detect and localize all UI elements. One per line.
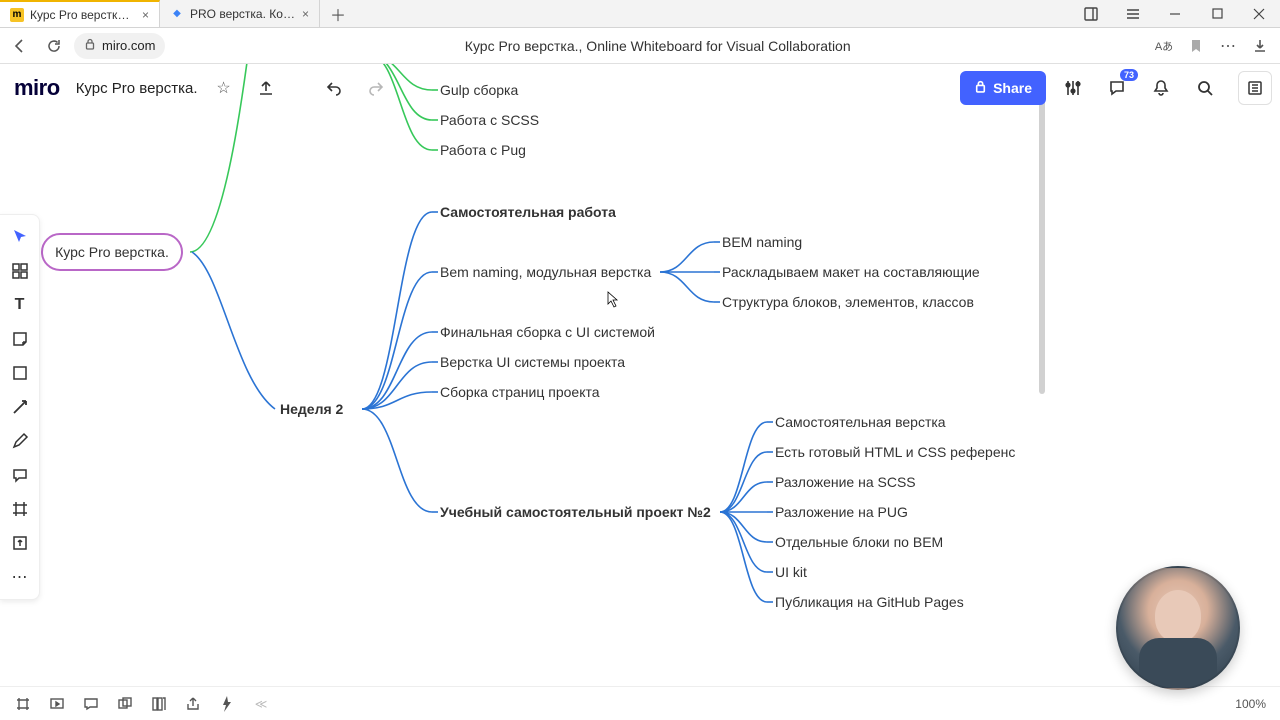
close-icon[interactable]: × [142, 8, 149, 22]
star-icon[interactable]: ☆ [208, 72, 240, 104]
page-title: Курс Pro верстка., Online Whiteboard for… [171, 38, 1144, 54]
mindmap-node[interactable]: Разложение на SCSS [775, 474, 916, 490]
mindmap-node[interactable]: Bem naming, модульная верстка [440, 264, 651, 280]
tab-title: PRO верстка. Командная р [190, 7, 296, 21]
left-toolbar: T ⋯ [0, 214, 40, 600]
browser-tab-1[interactable]: m Курс Pro верстка., Onli × [0, 0, 160, 27]
export-icon[interactable] [250, 72, 282, 104]
browser-tab-strip: m Курс Pro верстка., Onli × ◆ PRO верстк… [0, 0, 1280, 28]
cards-icon[interactable] [110, 689, 140, 719]
activity-icon[interactable] [212, 689, 242, 719]
frame-nav-icon[interactable] [8, 689, 38, 719]
bookmark-icon[interactable] [1182, 32, 1210, 60]
sticky-note-tool[interactable] [4, 323, 36, 355]
cursor-icon [608, 292, 617, 307]
canvas-scrollbar[interactable] [1039, 74, 1045, 648]
more-icon[interactable]: ⋯ [1214, 32, 1242, 60]
share-label: Share [993, 80, 1032, 96]
mindmap-node[interactable]: Финальная сборка с UI системой [440, 324, 655, 340]
pen-tool[interactable] [4, 425, 36, 457]
more-tools[interactable]: ⋯ [4, 561, 36, 593]
mindmap-node[interactable]: Раскладываем макет на составляющие [722, 264, 980, 280]
back-button[interactable] [6, 32, 34, 60]
mindmap-node[interactable]: Отдельные блоки по BEM [775, 534, 943, 550]
presentation-icon[interactable] [42, 689, 72, 719]
notifications-icon[interactable] [1144, 71, 1178, 105]
lock-icon [84, 38, 96, 53]
mindmap-node[interactable]: Разложение на PUG [775, 504, 908, 520]
text-tool[interactable]: T [4, 289, 36, 321]
undo-button[interactable] [318, 72, 350, 104]
mindmap-node[interactable]: Есть готовый HTML и CSS референс [775, 444, 1015, 460]
url-field[interactable]: miro.com [74, 33, 165, 59]
mindmap-node[interactable]: Работа с SCSS [440, 112, 539, 128]
frame-tool[interactable] [4, 493, 36, 525]
comments-icon[interactable]: 73 [1100, 71, 1134, 105]
mindmap-node[interactable]: Сборка страниц проекта [440, 384, 600, 400]
activity-panel-icon[interactable] [1238, 71, 1272, 105]
download-icon[interactable] [1246, 32, 1274, 60]
comment-tool[interactable] [4, 459, 36, 491]
settings-icon[interactable] [1056, 71, 1090, 105]
shape-tool[interactable] [4, 357, 36, 389]
reload-button[interactable] [40, 32, 68, 60]
mindmap-node[interactable]: Верстка UI системы проекта [440, 354, 625, 370]
url-host: miro.com [102, 38, 155, 53]
close-icon[interactable]: × [302, 7, 309, 21]
sidebar-toggle-icon[interactable] [1070, 0, 1112, 28]
mindmap-node[interactable]: UI kit [775, 564, 807, 580]
new-tab-button[interactable]: ＋ [320, 0, 356, 27]
mindmap-node[interactable]: Самостоятельная работа [440, 204, 616, 220]
collapse-icon[interactable]: ≪ [246, 689, 276, 719]
line-tool[interactable] [4, 391, 36, 423]
svg-text:Курс Pro верстка.: Курс Pro верстка. [55, 244, 169, 260]
tab-title: Курс Pro верстка., Onli [30, 8, 136, 22]
miro-logo[interactable]: miro [8, 75, 66, 101]
redo-button[interactable] [360, 72, 392, 104]
history-icon[interactable] [144, 689, 174, 719]
export-panel-icon[interactable] [178, 689, 208, 719]
mindmap-node[interactable]: Учебный самостоятельный проект №2 [440, 504, 711, 520]
zoom-level[interactable]: 100% [1229, 697, 1272, 711]
whiteboard-canvas[interactable]: Курс Pro верстка.Gulp сборкаРабота с SCS… [0, 64, 1280, 686]
mindmap-node[interactable]: Неделя 2 [280, 401, 344, 417]
window-minimize-button[interactable] [1154, 0, 1196, 28]
board-name[interactable]: Курс Pro верстка. [76, 80, 198, 97]
mindmap-node[interactable]: Публикация на GitHub Pages [775, 594, 964, 610]
mindmap-node[interactable]: Работа с Pug [440, 142, 526, 158]
upload-tool[interactable] [4, 527, 36, 559]
search-icon[interactable] [1188, 71, 1222, 105]
browser-tab-2[interactable]: ◆ PRO верстка. Командная р × [160, 0, 320, 27]
bottom-toolbar: ≪ 100% [0, 686, 1280, 720]
cursor-tool[interactable] [4, 221, 36, 253]
translate-icon[interactable]: Aあ [1150, 32, 1178, 60]
browser-toolbar: miro.com Курс Pro верстка., Online White… [0, 28, 1280, 64]
mindmap-node[interactable]: BEM naming [722, 234, 802, 250]
mindmap-node[interactable]: Самостоятельная верстка [775, 414, 946, 430]
favicon-icon: ◆ [170, 7, 184, 21]
comments-badge: 73 [1120, 69, 1138, 81]
window-close-button[interactable] [1238, 0, 1280, 28]
templates-tool[interactable] [4, 255, 36, 287]
mindmap-node[interactable]: Структура блоков, элементов, классов [722, 294, 974, 310]
lock-icon [974, 80, 987, 96]
window-maximize-button[interactable] [1196, 0, 1238, 28]
miro-app: Курс Pro верстка.Gulp сборкаРабота с SCS… [0, 64, 1280, 720]
share-button[interactable]: Share [960, 71, 1046, 105]
menu-icon[interactable] [1112, 0, 1154, 28]
app-topbar: miro Курс Pro верстка. ☆ Share 73 [0, 64, 1280, 112]
webcam-overlay [1116, 566, 1240, 690]
favicon-icon: m [10, 8, 24, 22]
comments-panel-icon[interactable] [76, 689, 106, 719]
